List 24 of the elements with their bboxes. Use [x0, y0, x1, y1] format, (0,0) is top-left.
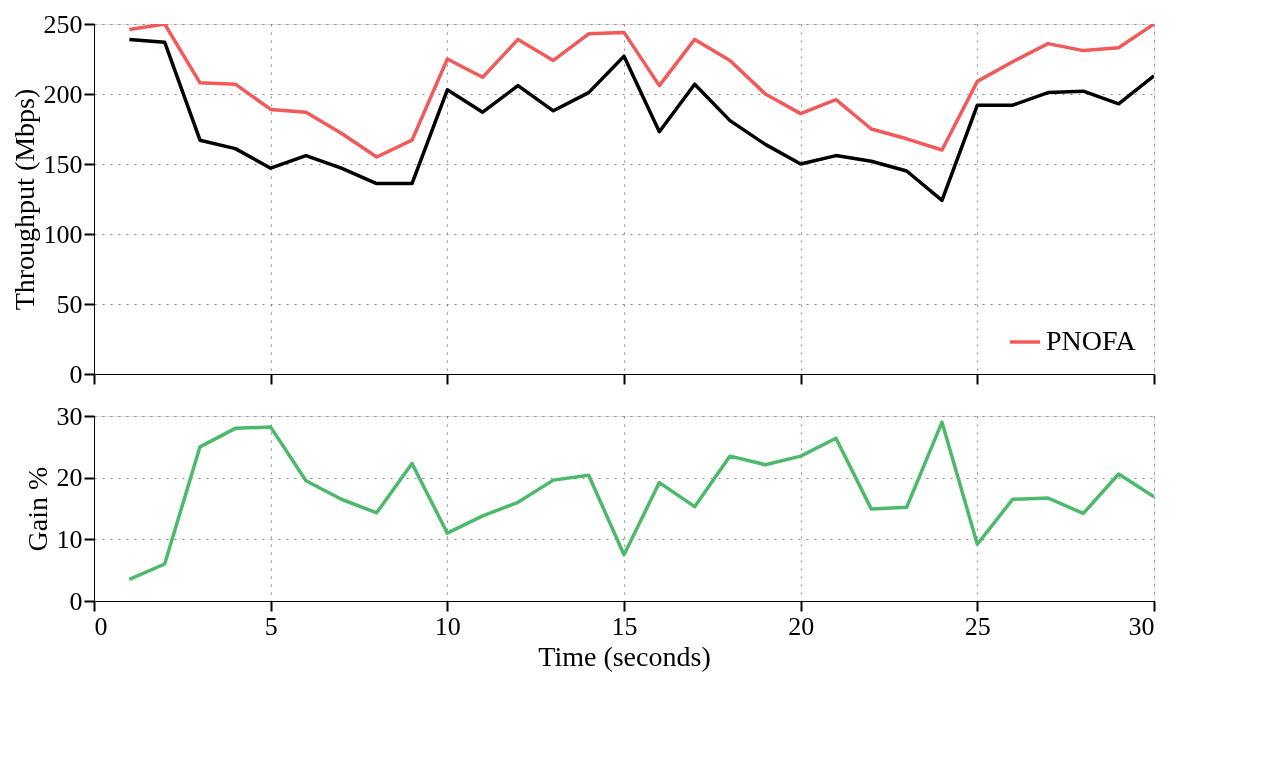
x-tick-label: 15 — [611, 611, 638, 641]
y-tick-label: 150 — [43, 149, 83, 179]
y-axis-title: Gain % — [21, 466, 53, 552]
x-tick-label: 20 — [788, 611, 815, 641]
y-tick-label: 30 — [56, 401, 83, 431]
y-tick-label: 10 — [56, 524, 83, 554]
y-tick-label: 0 — [69, 359, 83, 389]
line-series — [127, 24, 1154, 159]
x-axis-title: Time (seconds) — [538, 640, 711, 672]
y-tick-label: 250 — [43, 9, 83, 39]
x-tick-label: 0 — [94, 611, 108, 641]
x-tick-label: 30 — [1128, 611, 1155, 641]
x-tick-label: 25 — [964, 611, 991, 641]
y-axis-title: Throughput (Mbps) — [8, 88, 40, 311]
y-tick-label: 50 — [56, 289, 83, 319]
line-series — [127, 37, 1154, 203]
legend-label: PNOFA — [1046, 325, 1137, 356]
line-series — [127, 420, 1154, 582]
y-tick-label: 100 — [43, 219, 83, 249]
y-tick-label: 200 — [43, 79, 83, 109]
y-tick-label: 0 — [69, 586, 83, 616]
y-tick-label: 20 — [56, 463, 83, 493]
x-tick-label: 5 — [264, 611, 278, 641]
x-tick-label: 10 — [434, 611, 461, 641]
